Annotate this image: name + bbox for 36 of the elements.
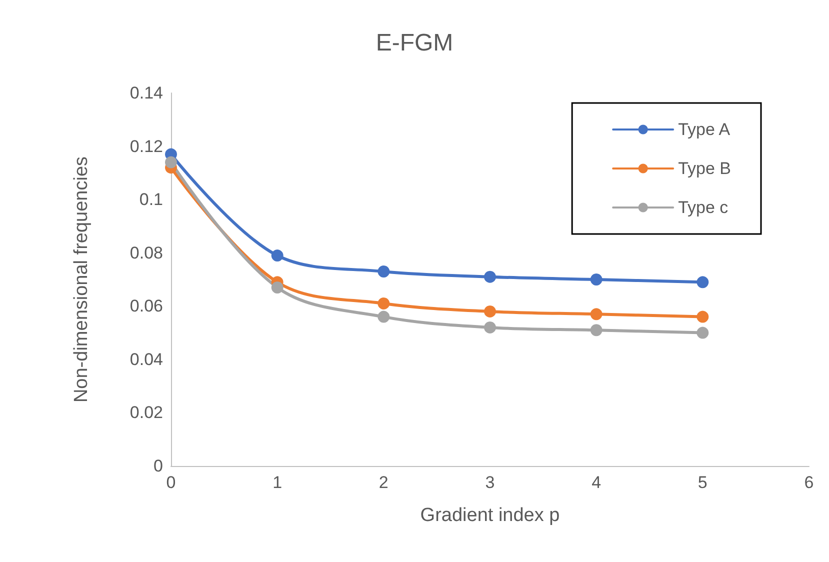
y-tick-label: 0.14: [130, 84, 163, 102]
y-tick-label: 0.02: [130, 403, 163, 422]
chart-title: E-FGM: [376, 30, 454, 56]
y-tick-label: 0.08: [130, 243, 163, 262]
y-tick-label: 0.1: [139, 190, 163, 210]
legend-label: Type B: [678, 159, 732, 178]
y-tick-label: 0.12: [130, 136, 163, 156]
point: [378, 297, 390, 310]
x-axis-title: Gradient index p: [420, 505, 560, 526]
point: [590, 324, 602, 336]
legend-label: Type c: [678, 198, 729, 217]
point: [696, 276, 709, 288]
x-tick-label: 6: [804, 473, 814, 492]
point: [378, 266, 390, 278]
point: [378, 310, 390, 323]
y-tick-label: 0.06: [130, 296, 163, 316]
x-tick-label: 2: [378, 473, 388, 492]
point: [484, 321, 496, 334]
x-tick-label: 0: [166, 473, 176, 492]
point: [696, 310, 709, 323]
point: [271, 281, 284, 294]
y-tick-label: 0: [154, 456, 163, 476]
y-tick-label: 0.04: [130, 350, 163, 369]
point: [590, 308, 602, 320]
x-tick-label: 1: [272, 473, 282, 492]
legend-label: Type A: [678, 120, 731, 139]
point: [484, 270, 496, 283]
point: [590, 274, 602, 286]
point: [271, 250, 284, 262]
point: [696, 326, 709, 339]
point: [165, 156, 177, 168]
point: [484, 305, 496, 318]
x-tick-label: 3: [485, 473, 495, 492]
x-tick-label: 5: [698, 473, 708, 492]
y-axis-title: Non-dimensional frequencies: [71, 156, 92, 403]
x-tick-label: 4: [592, 473, 602, 492]
